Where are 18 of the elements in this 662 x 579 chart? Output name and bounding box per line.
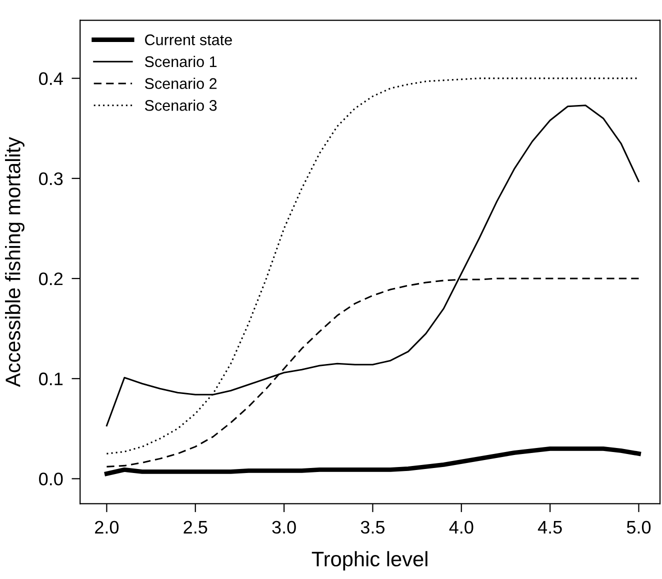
y-tick-label: 0.0 (39, 472, 63, 486)
y-axis-title: Accessible fishing mortality (5, 136, 24, 387)
y-tick-label: 0.2 (39, 272, 63, 286)
x-tick-label: 4.5 (538, 521, 562, 534)
legend-label: Scenario 2 (144, 78, 217, 89)
y-tick-label: 0.3 (39, 172, 63, 186)
x-tick-label: 3.0 (272, 520, 296, 534)
x-tick-label: 2.0 (95, 520, 119, 534)
x-tick-label: 3.5 (360, 520, 385, 534)
legend-label: Scenario 3 (144, 100, 217, 111)
legend-label: Scenario 1 (144, 56, 217, 68)
y-tick-label: 0.1 (39, 372, 63, 386)
y-tick-label: 0.4 (39, 72, 63, 86)
x-tick-label: 5.0 (626, 520, 651, 534)
legend-label: Current state (145, 34, 232, 46)
x-tick-label: 4.0 (449, 520, 474, 534)
x-tick-label: 2.5 (184, 520, 208, 534)
x-axis-title: Trophic level (312, 551, 428, 571)
